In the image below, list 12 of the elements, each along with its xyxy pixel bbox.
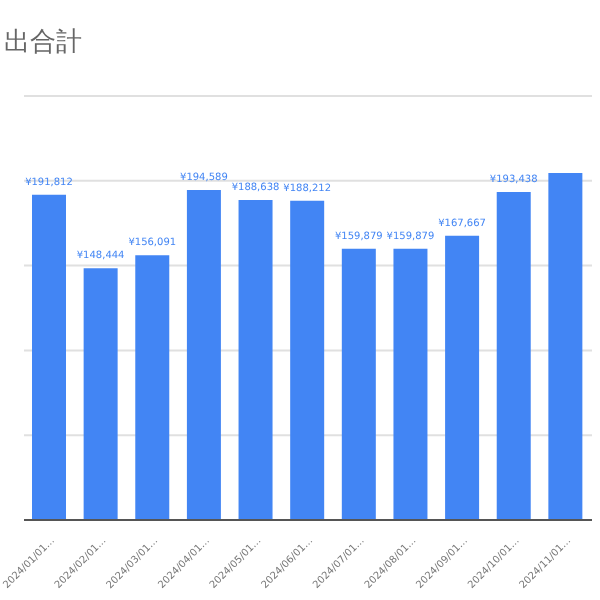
bar [341, 248, 376, 520]
bar [32, 194, 66, 520]
bar [393, 248, 428, 520]
bar [548, 173, 583, 520]
bar [496, 191, 531, 520]
bar [186, 189, 221, 520]
chart-title: 出合計 [4, 26, 82, 60]
bar [290, 200, 325, 520]
bar [83, 268, 118, 520]
bar [135, 255, 170, 520]
bar [238, 200, 273, 520]
bar [445, 235, 480, 520]
